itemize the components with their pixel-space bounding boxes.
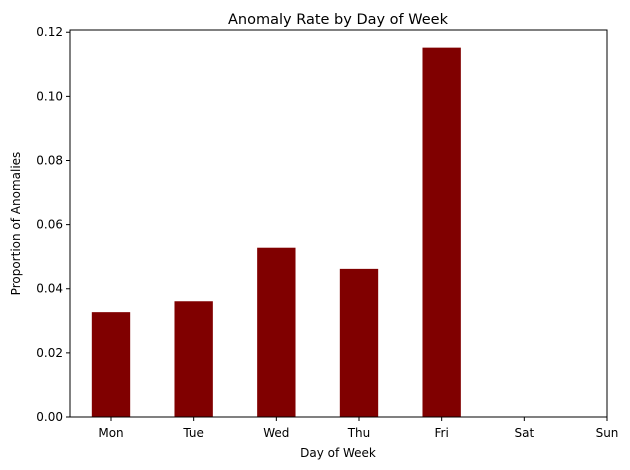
y-tick-label: 0.06 bbox=[36, 218, 63, 232]
y-tick-label: 0.04 bbox=[36, 282, 63, 296]
x-axis-title: Day of Week bbox=[300, 446, 376, 460]
y-tick-label: 0.10 bbox=[36, 89, 63, 103]
x-tick-label-fri: Fri bbox=[435, 426, 449, 440]
x-tick-label-sat: Sat bbox=[514, 426, 534, 440]
bars-group bbox=[91, 47, 461, 417]
x-tick-label-thu: Thu bbox=[347, 426, 371, 440]
x-tick-label-tue: Tue bbox=[182, 426, 204, 440]
y-tick-label: 0.08 bbox=[36, 153, 63, 167]
bar-fri bbox=[422, 47, 461, 417]
bar-wed bbox=[257, 247, 296, 417]
y-tick-label: 0.02 bbox=[36, 346, 63, 360]
x-tick-label-mon: Mon bbox=[98, 426, 123, 440]
x-tick-label-wed: Wed bbox=[263, 426, 289, 440]
bar-thu bbox=[339, 268, 379, 417]
bar-mon bbox=[91, 312, 131, 417]
x-tick-label-sun: Sun bbox=[596, 426, 619, 440]
y-axis-title: Proportion of Anomalies bbox=[9, 152, 23, 296]
x-axis: Mon Tue Wed Thu Fri Sat Sun bbox=[98, 417, 618, 440]
chart-title: Anomaly Rate by Day of Week bbox=[228, 12, 449, 28]
y-tick-label: 0.00 bbox=[36, 410, 63, 424]
y-tick-label: 0.12 bbox=[36, 25, 63, 39]
plot-frame bbox=[69, 29, 608, 418]
bar-tue bbox=[174, 301, 213, 417]
y-axis: 0.00 0.02 0.04 0.06 0.08 0.10 0.12 bbox=[36, 25, 70, 424]
